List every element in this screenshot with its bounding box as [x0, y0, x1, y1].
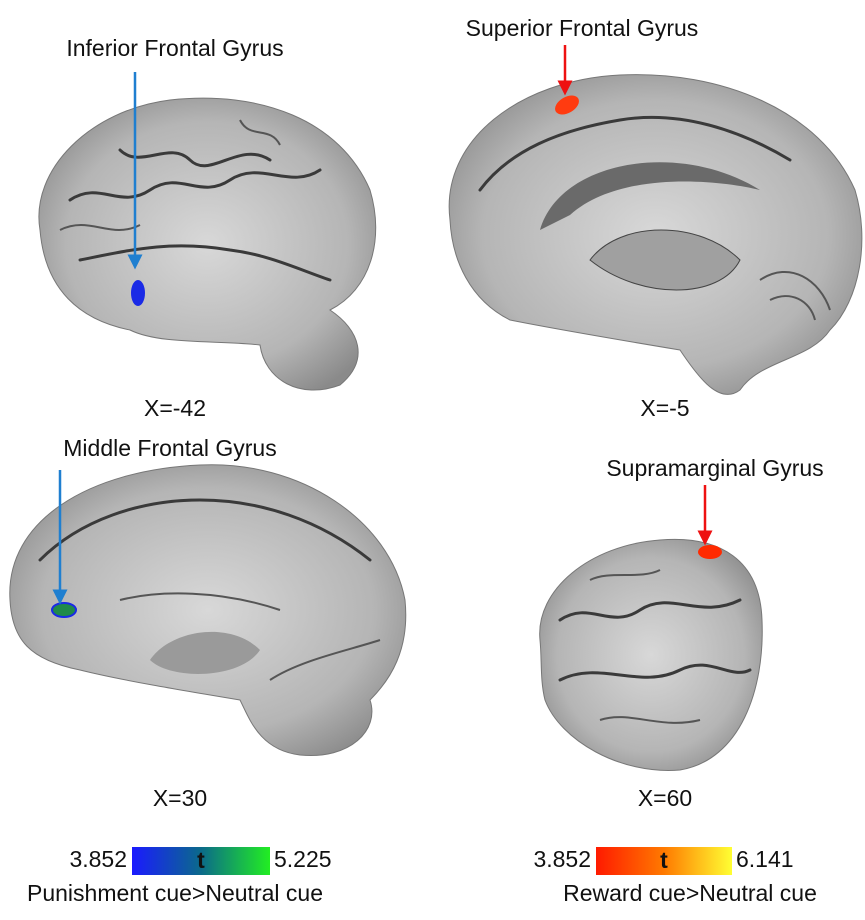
colorbar-symbol: t	[197, 847, 205, 873]
activation	[52, 603, 76, 617]
region-label: Inferior Frontal Gyrus	[66, 35, 283, 61]
colorbar-min: 3.852	[533, 846, 591, 872]
brain-slice	[449, 75, 862, 395]
colorbar-min: 3.852	[69, 846, 127, 872]
colorbar-caption: Punishment cue>Neutral cue	[27, 880, 323, 906]
slice-label: X=30	[153, 785, 207, 811]
slice-label: X=-5	[640, 395, 689, 421]
brain-slice	[39, 98, 376, 390]
colorbar-symbol: t	[660, 847, 668, 873]
slice-label: X=-42	[144, 395, 206, 421]
colorbar-max: 6.141	[736, 846, 794, 872]
region-label: Supramarginal Gyrus	[606, 455, 823, 481]
colorbar-caption: Reward cue>Neutral cue	[563, 880, 817, 906]
activation	[131, 280, 145, 306]
activation	[698, 545, 722, 559]
brain-slice	[540, 539, 763, 770]
slice-label: X=60	[638, 785, 692, 811]
colorbar-max: 5.225	[274, 846, 332, 872]
brain-slice	[10, 465, 406, 756]
figure: Inferior Frontal Gyrus X=-42 Superior Fr…	[0, 0, 865, 915]
region-label: Superior Frontal Gyrus	[466, 15, 699, 41]
region-label: Middle Frontal Gyrus	[63, 435, 276, 461]
